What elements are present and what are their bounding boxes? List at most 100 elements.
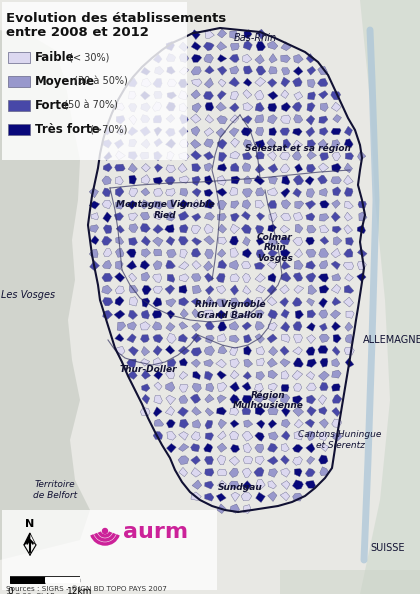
Polygon shape	[30, 533, 36, 545]
Polygon shape	[281, 55, 290, 62]
Text: Montagne Vignoble
Ried: Montagne Vignoble Ried	[116, 200, 214, 220]
Polygon shape	[255, 444, 264, 453]
Polygon shape	[154, 419, 164, 426]
Polygon shape	[255, 406, 265, 415]
Polygon shape	[333, 236, 342, 245]
Polygon shape	[281, 200, 291, 209]
Polygon shape	[294, 260, 303, 269]
Polygon shape	[167, 274, 175, 282]
Polygon shape	[268, 103, 277, 112]
Polygon shape	[218, 322, 227, 331]
Polygon shape	[255, 55, 264, 64]
Polygon shape	[305, 481, 315, 488]
Polygon shape	[230, 504, 239, 513]
Polygon shape	[229, 128, 239, 137]
Polygon shape	[179, 274, 189, 282]
Polygon shape	[331, 285, 341, 293]
Polygon shape	[230, 248, 239, 257]
Polygon shape	[116, 261, 123, 270]
Polygon shape	[153, 346, 162, 356]
Polygon shape	[116, 151, 126, 160]
Polygon shape	[280, 492, 290, 501]
Polygon shape	[255, 456, 264, 465]
Polygon shape	[280, 394, 290, 404]
Text: Sélestat et sa région: Sélestat et sa région	[245, 143, 351, 153]
Polygon shape	[217, 116, 227, 124]
Polygon shape	[191, 200, 200, 208]
Polygon shape	[319, 116, 328, 124]
Polygon shape	[205, 433, 214, 440]
Polygon shape	[154, 382, 162, 390]
Polygon shape	[205, 469, 214, 476]
Polygon shape	[281, 188, 290, 198]
Polygon shape	[153, 431, 163, 440]
Polygon shape	[281, 90, 289, 99]
Polygon shape	[218, 237, 227, 244]
Polygon shape	[141, 78, 151, 87]
Polygon shape	[344, 139, 353, 148]
Polygon shape	[24, 533, 30, 545]
Polygon shape	[231, 201, 239, 208]
Polygon shape	[307, 225, 316, 233]
Polygon shape	[268, 309, 278, 319]
Polygon shape	[307, 456, 315, 465]
Polygon shape	[129, 285, 138, 293]
Polygon shape	[116, 116, 125, 124]
Polygon shape	[154, 127, 162, 136]
Polygon shape	[255, 225, 264, 233]
Polygon shape	[333, 187, 341, 196]
Polygon shape	[269, 213, 277, 222]
Polygon shape	[217, 371, 226, 380]
Polygon shape	[308, 92, 315, 100]
Polygon shape	[267, 188, 278, 196]
Text: (< 30%): (< 30%)	[66, 52, 110, 62]
Polygon shape	[102, 260, 112, 269]
Polygon shape	[255, 273, 265, 282]
Polygon shape	[254, 298, 263, 307]
Polygon shape	[320, 128, 328, 135]
Polygon shape	[320, 358, 328, 367]
Polygon shape	[141, 188, 150, 196]
Polygon shape	[216, 359, 226, 368]
Polygon shape	[332, 274, 341, 280]
Polygon shape	[128, 127, 138, 135]
Polygon shape	[179, 358, 188, 366]
Polygon shape	[359, 212, 367, 221]
Polygon shape	[306, 53, 315, 63]
Polygon shape	[218, 224, 227, 233]
Polygon shape	[191, 225, 201, 233]
Polygon shape	[256, 492, 265, 503]
Polygon shape	[332, 384, 340, 391]
Polygon shape	[256, 66, 266, 75]
Polygon shape	[306, 213, 315, 221]
Polygon shape	[217, 91, 226, 100]
Polygon shape	[242, 481, 252, 489]
Polygon shape	[216, 299, 226, 307]
Polygon shape	[142, 346, 150, 356]
Polygon shape	[320, 383, 328, 390]
Polygon shape	[103, 163, 112, 172]
Polygon shape	[280, 152, 290, 160]
Polygon shape	[357, 273, 366, 282]
Polygon shape	[230, 151, 240, 159]
Polygon shape	[128, 163, 137, 172]
Polygon shape	[129, 273, 137, 282]
Polygon shape	[243, 298, 253, 307]
Polygon shape	[230, 66, 239, 74]
Polygon shape	[229, 236, 239, 245]
Polygon shape	[167, 92, 176, 99]
Polygon shape	[306, 273, 316, 282]
Polygon shape	[307, 80, 315, 88]
Polygon shape	[126, 260, 137, 270]
Polygon shape	[306, 127, 315, 137]
Polygon shape	[230, 431, 239, 440]
Polygon shape	[141, 67, 150, 75]
Polygon shape	[204, 359, 213, 366]
Polygon shape	[218, 334, 226, 342]
Polygon shape	[231, 444, 239, 453]
Polygon shape	[320, 467, 329, 476]
Polygon shape	[332, 226, 341, 233]
Polygon shape	[256, 346, 265, 355]
Text: Moyenne: Moyenne	[35, 75, 95, 88]
Polygon shape	[89, 201, 100, 209]
